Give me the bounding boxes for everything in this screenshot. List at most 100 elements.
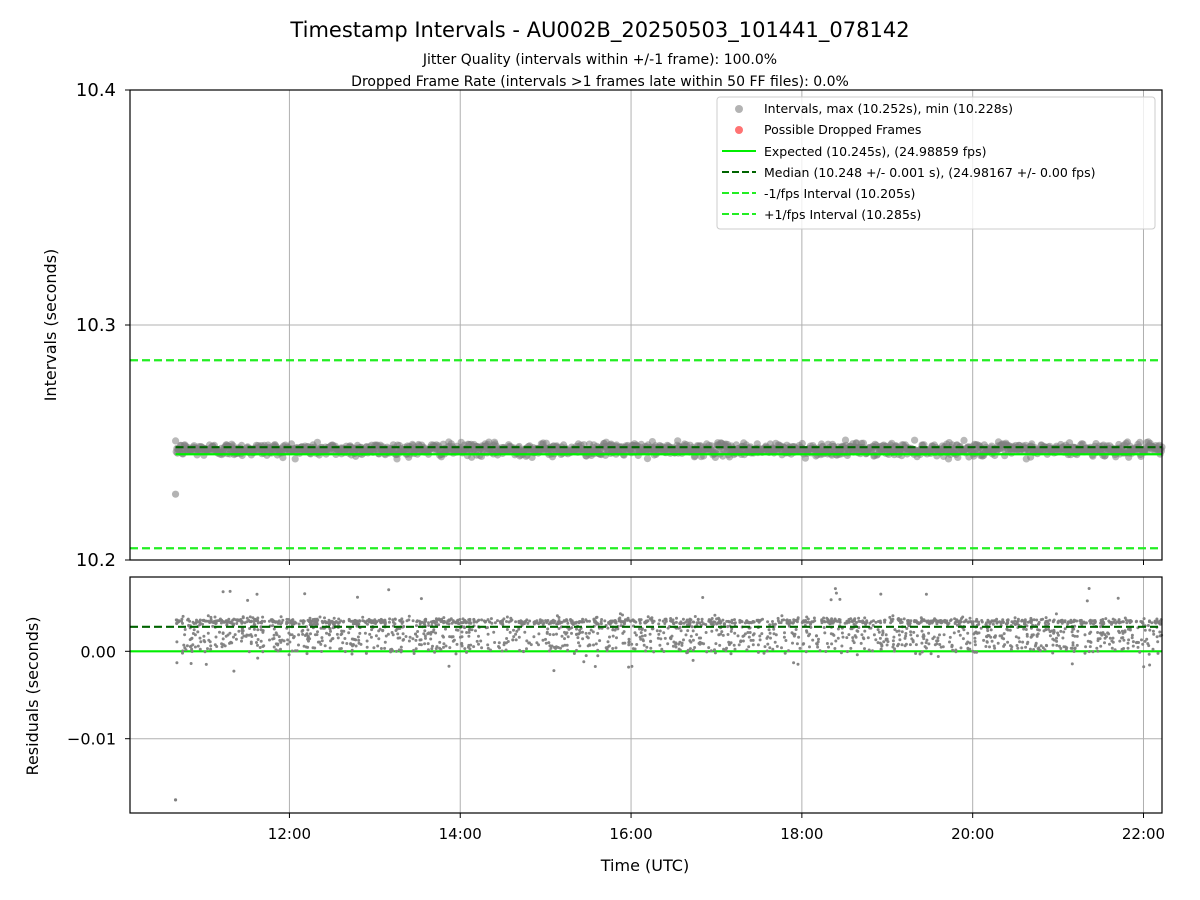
residual-point-2160 <box>1044 643 1048 647</box>
residual-point-1081 <box>605 649 609 652</box>
residual-point-1162 <box>948 640 951 644</box>
residual-point-1043 <box>788 619 792 622</box>
residual-point-2140 <box>865 620 869 624</box>
residual-point-2032 <box>1142 665 1146 669</box>
residual-point-1137 <box>646 615 650 619</box>
residual-point-1645 <box>553 619 557 623</box>
legend-label-median: Median (10.248 +/- 0.001 s), (24.98167 +… <box>764 165 1095 180</box>
residual-point-747 <box>1099 625 1103 629</box>
residual-point-722 <box>430 647 434 651</box>
residual-point-1935 <box>818 649 822 653</box>
residual-point-1764 <box>500 649 504 653</box>
residual-point-2166 <box>251 616 255 620</box>
residual-point-1779 <box>1117 621 1121 625</box>
residual-point-1653 <box>1024 628 1028 631</box>
residual-point-1982 <box>399 645 403 649</box>
residual-point-1449 <box>729 652 733 656</box>
residual-point-614 <box>272 627 276 631</box>
residual-point-834 <box>1156 640 1160 644</box>
residual-point-1631 <box>416 630 420 633</box>
residual-point-162 <box>505 620 508 623</box>
residual-point-375 <box>235 622 239 625</box>
residual-point-689 <box>839 651 843 655</box>
residual-point-1929 <box>733 621 737 625</box>
residual-point-1205 <box>306 628 310 632</box>
residual-point-971 <box>203 619 207 623</box>
residual-point-1022 <box>648 632 652 636</box>
residual-point-1540 <box>1070 646 1074 650</box>
residual-point-1851 <box>1018 640 1022 644</box>
residual-point-509 <box>221 632 225 635</box>
residual-point-900 <box>920 650 924 654</box>
residual-point-2196 <box>645 645 649 649</box>
residual-point-1489 <box>489 648 492 652</box>
residual-point-190 <box>1142 617 1146 621</box>
residual-point-1369 <box>547 622 551 626</box>
residual-point-1626 <box>263 619 267 623</box>
residual-point-2183 <box>834 591 838 595</box>
residual-point-1637 <box>442 642 446 646</box>
residual-point-2057 <box>722 647 726 651</box>
residual-point-1583 <box>472 645 476 649</box>
residual-point-1907 <box>1136 645 1140 649</box>
residual-point-95 <box>587 631 591 635</box>
residual-point-1421 <box>1059 647 1063 650</box>
residual-point-588 <box>593 665 597 668</box>
interval-point-1278 <box>960 436 968 444</box>
residual-point-1271 <box>644 649 648 653</box>
residual-point-2047 <box>679 620 683 624</box>
residual-point-1785 <box>562 619 566 623</box>
residual-point-714 <box>830 642 834 646</box>
residual-point-1660 <box>199 640 203 644</box>
residual-point-1569 <box>440 617 444 621</box>
residual-point-794 <box>664 617 668 621</box>
residual-point-1840 <box>924 619 928 623</box>
residual-point-1943 <box>680 641 684 645</box>
residual-point-1874 <box>274 648 278 652</box>
residual-point-1098 <box>1062 630 1066 634</box>
residual-point-276 <box>525 647 528 651</box>
residual-point-1972 <box>564 632 568 636</box>
residual-point-2158 <box>989 628 993 632</box>
residual-point-1050 <box>1056 633 1060 637</box>
residual-point-1635 <box>1034 641 1038 645</box>
residual-point-1988 <box>720 630 724 634</box>
residual-point-1494 <box>584 618 588 622</box>
residual-point-331 <box>1006 628 1010 632</box>
residual-point-793 <box>358 631 362 635</box>
residual-point-1624 <box>324 620 328 624</box>
residual-point-105 <box>1047 627 1050 631</box>
residual-point-848 <box>772 627 776 631</box>
residual-point-1326 <box>1035 634 1039 638</box>
residual-point-1398 <box>387 588 391 592</box>
residual-point-2105 <box>1051 637 1055 641</box>
residual-point-1776 <box>727 640 731 644</box>
residual-point-1601 <box>859 620 862 623</box>
residual-point-1713 <box>175 640 179 644</box>
residual-point-1157 <box>1071 643 1075 647</box>
residual-point-2043 <box>477 634 480 638</box>
residual-point-1911 <box>953 622 957 625</box>
residual-point-2014 <box>988 622 992 625</box>
residual-point-854 <box>805 629 808 633</box>
residual-point-1565 <box>691 638 695 642</box>
residual-point-744 <box>677 647 681 651</box>
residual-point-2082 <box>1070 620 1074 624</box>
residual-point-2150 <box>301 632 305 636</box>
interval-point-1198 <box>911 436 919 444</box>
residual-point-432 <box>240 636 244 640</box>
residual-point-1370 <box>393 622 397 626</box>
residual-point-2109 <box>878 636 882 640</box>
residual-point-1426 <box>838 597 842 601</box>
legend-entry-expected: Expected (10.245s), (24.98859 fps) <box>722 144 986 159</box>
residual-point-1234 <box>808 645 811 649</box>
residual-point-1857 <box>292 636 295 640</box>
residual-point-1483 <box>1024 645 1028 649</box>
residual-point-397 <box>544 641 548 645</box>
residual-point-522 <box>1075 634 1079 638</box>
residual-point-970 <box>584 654 588 658</box>
residual-point-2036 <box>488 620 492 624</box>
residual-point-516 <box>237 629 241 633</box>
residual-point-1014 <box>638 621 642 625</box>
residual-point-639 <box>973 643 977 647</box>
